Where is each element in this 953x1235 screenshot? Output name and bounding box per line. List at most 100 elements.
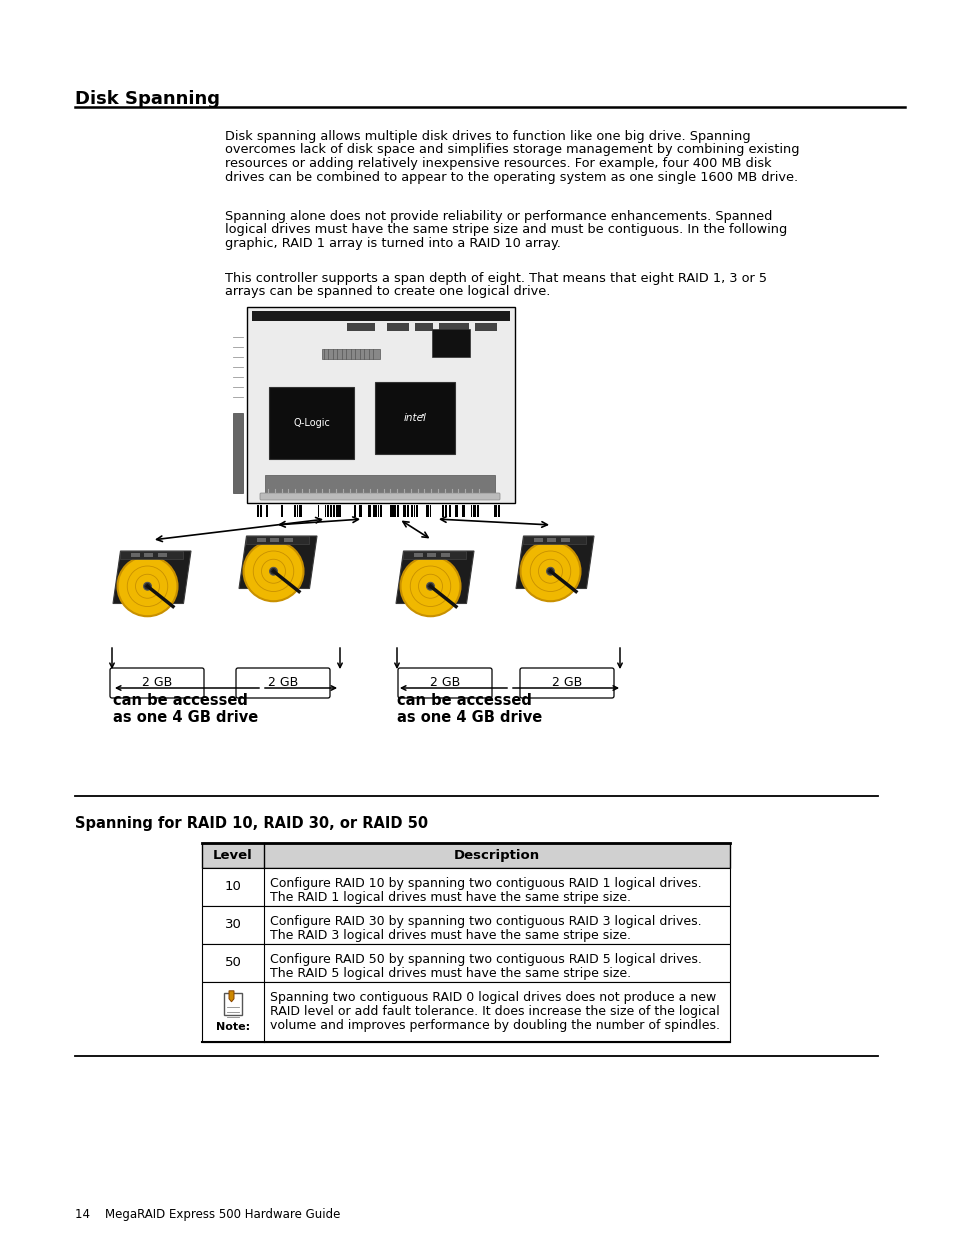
Bar bbox=[547, 538, 556, 542]
Polygon shape bbox=[239, 536, 316, 589]
Bar bbox=[375, 382, 455, 454]
Bar bbox=[442, 505, 443, 517]
Bar bbox=[327, 505, 329, 517]
Text: 30: 30 bbox=[224, 919, 241, 931]
FancyBboxPatch shape bbox=[397, 668, 492, 698]
Text: The RAID 3 logical drives must have the same stripe size.: The RAID 3 logical drives must have the … bbox=[270, 929, 630, 942]
Text: volume and improves performance by doubling the number of spindles.: volume and improves performance by doubl… bbox=[270, 1019, 720, 1032]
Bar bbox=[375, 505, 377, 517]
Bar bbox=[475, 324, 497, 331]
Bar bbox=[427, 553, 436, 557]
Bar bbox=[393, 505, 396, 517]
Polygon shape bbox=[229, 990, 233, 1002]
Bar bbox=[430, 505, 431, 517]
Bar bbox=[246, 536, 309, 543]
Text: RAID level or add fault tolerance. It does increase the size of the logical: RAID level or add fault tolerance. It do… bbox=[270, 1005, 719, 1018]
Bar bbox=[339, 505, 340, 517]
Text: 50: 50 bbox=[224, 956, 241, 969]
Bar bbox=[494, 505, 497, 517]
Circle shape bbox=[243, 541, 303, 601]
Bar bbox=[449, 505, 451, 517]
Bar bbox=[476, 505, 478, 517]
Text: Note:: Note: bbox=[215, 1023, 250, 1032]
Text: arrays can be spanned to create one logical drive.: arrays can be spanned to create one logi… bbox=[225, 285, 550, 299]
Bar bbox=[260, 505, 262, 517]
Bar bbox=[322, 350, 379, 359]
Bar bbox=[335, 505, 338, 517]
Bar bbox=[523, 536, 586, 543]
Bar bbox=[455, 505, 458, 517]
Bar bbox=[377, 505, 378, 517]
Bar bbox=[224, 993, 242, 1015]
Text: 2 GB: 2 GB bbox=[142, 677, 172, 689]
Text: •: • bbox=[420, 412, 424, 419]
Bar bbox=[473, 505, 476, 517]
Bar bbox=[444, 505, 447, 517]
Bar bbox=[284, 538, 293, 542]
Bar bbox=[416, 505, 418, 517]
Bar bbox=[202, 844, 729, 868]
Bar bbox=[373, 505, 375, 517]
Bar bbox=[202, 982, 729, 1042]
Bar bbox=[233, 412, 243, 493]
Bar bbox=[333, 505, 335, 517]
Bar bbox=[426, 505, 429, 517]
Bar bbox=[407, 505, 409, 517]
Bar bbox=[317, 505, 319, 517]
Text: logical drives must have the same stripe size and must be contiguous. In the fol: logical drives must have the same stripe… bbox=[225, 224, 786, 236]
Text: 14    MegaRAID Express 500 Hardware Guide: 14 MegaRAID Express 500 Hardware Guide bbox=[75, 1208, 340, 1221]
Bar bbox=[202, 868, 729, 906]
Text: This controller supports a span depth of eight. That means that eight RAID 1, 3 : This controller supports a span depth of… bbox=[225, 272, 766, 285]
Text: drives can be combined to appear to the operating system as one single 1600 MB d: drives can be combined to appear to the … bbox=[225, 170, 798, 184]
Text: Disk spanning allows multiple disk drives to function like one big drive. Spanni: Disk spanning allows multiple disk drive… bbox=[225, 130, 750, 143]
Bar bbox=[432, 329, 470, 357]
Bar bbox=[144, 553, 153, 557]
Bar bbox=[347, 324, 375, 331]
Text: Description: Description bbox=[454, 848, 539, 862]
Text: The RAID 1 logical drives must have the same stripe size.: The RAID 1 logical drives must have the … bbox=[270, 890, 630, 904]
Bar bbox=[358, 505, 361, 517]
Circle shape bbox=[426, 583, 434, 590]
Bar bbox=[498, 505, 499, 517]
Circle shape bbox=[270, 567, 277, 576]
Text: Spanning two contiguous RAID 0 logical drives does not produce a new: Spanning two contiguous RAID 0 logical d… bbox=[270, 990, 716, 1004]
Text: overcomes lack of disk space and simplifies storage management by combining exis: overcomes lack of disk space and simplif… bbox=[225, 143, 799, 157]
Bar bbox=[247, 308, 515, 503]
FancyBboxPatch shape bbox=[519, 668, 614, 698]
Bar bbox=[256, 505, 258, 517]
Bar bbox=[281, 505, 283, 517]
Bar bbox=[158, 553, 167, 557]
Bar bbox=[440, 553, 450, 557]
FancyBboxPatch shape bbox=[260, 493, 499, 500]
Bar bbox=[368, 505, 371, 517]
Bar bbox=[411, 505, 413, 517]
Bar bbox=[120, 551, 183, 558]
Bar bbox=[131, 553, 140, 557]
Bar bbox=[471, 505, 472, 517]
Bar bbox=[355, 505, 356, 517]
Bar bbox=[380, 505, 381, 517]
Text: resources or adding relatively inexpensive resources. For example, four 400 MB d: resources or adding relatively inexpensi… bbox=[225, 157, 771, 170]
Bar bbox=[297, 505, 298, 517]
Text: Configure RAID 50 by spanning two contiguous RAID 5 logical drives.: Configure RAID 50 by spanning two contig… bbox=[270, 953, 701, 966]
Bar bbox=[325, 505, 326, 517]
Polygon shape bbox=[112, 551, 191, 604]
Bar bbox=[269, 387, 354, 459]
Bar bbox=[390, 505, 393, 517]
Bar bbox=[560, 538, 569, 542]
Text: 10: 10 bbox=[224, 881, 241, 893]
Text: The RAID 5 logical drives must have the same stripe size.: The RAID 5 logical drives must have the … bbox=[270, 967, 631, 981]
Text: can be accessed
as one 4 GB drive: can be accessed as one 4 GB drive bbox=[112, 693, 258, 725]
Bar bbox=[534, 538, 542, 542]
Polygon shape bbox=[516, 536, 594, 589]
Text: graphic, RAID 1 array is turned into a RAID 10 array.: graphic, RAID 1 array is turned into a R… bbox=[225, 237, 560, 249]
Circle shape bbox=[400, 556, 460, 616]
Bar bbox=[396, 505, 398, 517]
Text: can be accessed
as one 4 GB drive: can be accessed as one 4 GB drive bbox=[396, 693, 541, 725]
Text: 2 GB: 2 GB bbox=[268, 677, 297, 689]
Circle shape bbox=[546, 567, 554, 576]
FancyBboxPatch shape bbox=[110, 668, 204, 698]
Bar bbox=[266, 505, 268, 517]
Text: Configure RAID 10 by spanning two contiguous RAID 1 logical drives.: Configure RAID 10 by spanning two contig… bbox=[270, 877, 700, 890]
Bar bbox=[252, 505, 510, 517]
